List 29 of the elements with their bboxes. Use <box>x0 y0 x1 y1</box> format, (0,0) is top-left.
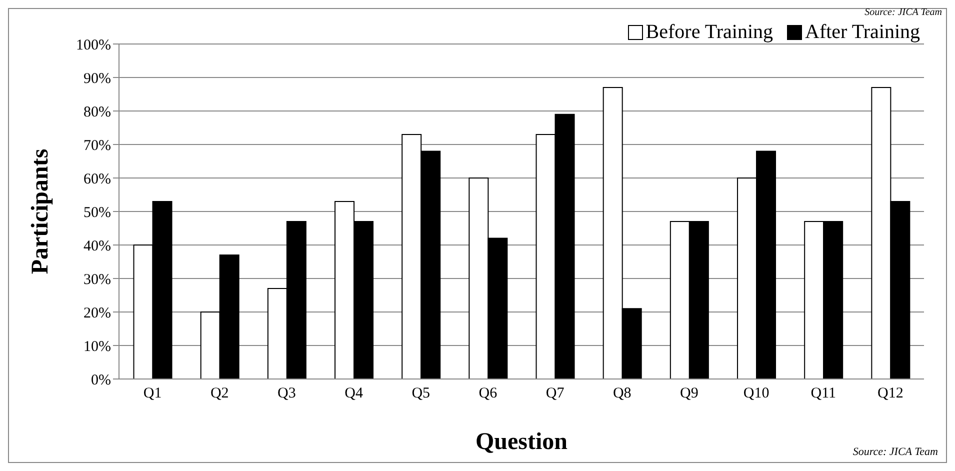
x-tick-label: Q5 <box>412 386 430 402</box>
y-tick-label: 60% <box>84 171 111 188</box>
x-tick-label: Q12 <box>878 386 904 402</box>
x-tick-label: Q6 <box>478 386 498 402</box>
x-tick-label: Q4 <box>344 386 364 402</box>
source-note: Source: JICA Team <box>852 446 938 458</box>
x-tick-label: Q9 <box>680 386 698 402</box>
legend-label: After Training <box>805 21 920 44</box>
legend-label: Before Training <box>646 21 773 44</box>
x-tick-label: Q11 <box>810 386 836 402</box>
y-tick-label: 10% <box>84 338 111 355</box>
y-tick-label: 70% <box>84 138 111 154</box>
y-tick-label: 30% <box>84 272 111 288</box>
x-tick-label: Q10 <box>743 386 770 402</box>
source-note: Source: JICA Team <box>864 7 942 18</box>
y-tick-label: 50% <box>84 204 111 221</box>
x-axis-title: Question <box>475 429 568 455</box>
y-tick-label: 90% <box>84 70 111 87</box>
x-tick-label: Q1 <box>143 386 162 402</box>
y-tick-label: 40% <box>84 238 111 254</box>
y-axis-title: Participants <box>28 148 54 274</box>
x-tick-label: Q8 <box>612 386 632 402</box>
y-tick-label: 20% <box>84 305 111 322</box>
y-tick-label: 100% <box>76 37 111 54</box>
y-tick-label: 80% <box>84 104 111 120</box>
y-tick-label: 0% <box>91 372 111 388</box>
x-tick-label: Q3 <box>278 386 296 402</box>
x-tick-label: Q2 <box>210 386 229 402</box>
x-tick-label: Q7 <box>546 386 565 402</box>
